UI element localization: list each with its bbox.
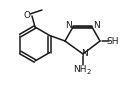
Text: N: N [81, 49, 87, 58]
Text: NH: NH [73, 65, 87, 74]
Text: O: O [24, 11, 30, 20]
Text: SH: SH [107, 37, 119, 46]
Text: N: N [93, 21, 99, 30]
Text: N: N [66, 21, 72, 30]
Text: 2: 2 [87, 69, 91, 75]
